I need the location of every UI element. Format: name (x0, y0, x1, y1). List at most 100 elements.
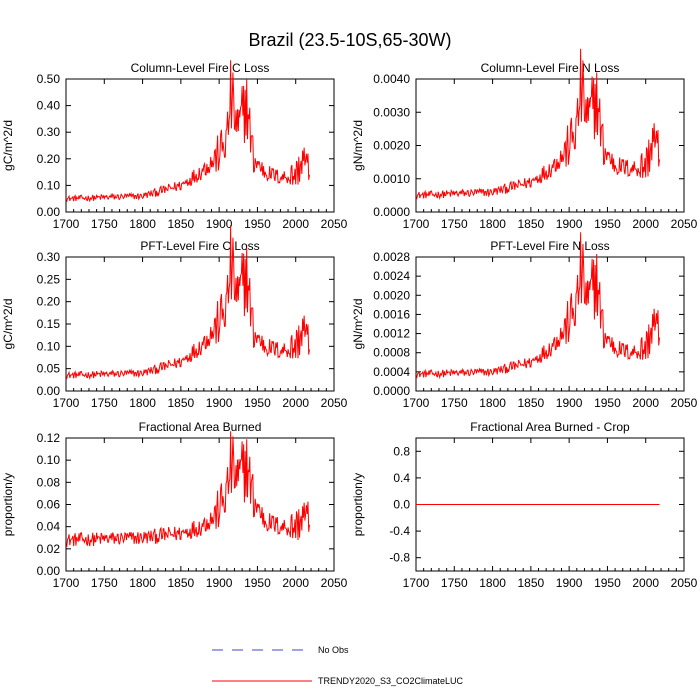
plot-frame (65, 437, 335, 572)
y-tick-label: 0.0024 (373, 269, 410, 283)
x-tick-label: 2050 (671, 576, 698, 590)
panel-title: Fractional Area Burned - Crop (470, 420, 630, 434)
y-tick-label: 0.12 (37, 431, 61, 445)
x-tick-label: 1800 (129, 576, 156, 590)
y-axis-label: proportion/y (1, 473, 15, 536)
x-tick-label: 1850 (518, 396, 545, 410)
x-tick-label: 1850 (168, 217, 195, 231)
panel-title: Fractional Area Burned (139, 420, 262, 434)
x-tick-label: 1900 (206, 576, 233, 590)
y-tick-label: 0.15 (37, 317, 61, 331)
y-tick-label: 0.20 (37, 295, 61, 309)
y-tick-label: -0.8 (389, 551, 410, 565)
x-tick-label: 2050 (671, 217, 698, 231)
series-line-trendy2020-s3-co2climateluc (66, 225, 310, 381)
series-line-trendy2020-s3-co2climateluc (66, 60, 310, 203)
y-axis-label: gC/m^2/d (1, 120, 15, 171)
x-tick-label: 2050 (321, 576, 348, 590)
panel-title: Column-Level Fire N Loss (481, 61, 620, 75)
figure-title: Brazil (23.5-10S,65-30W) (248, 30, 451, 50)
series-line-trendy2020-s3-co2climateluc (415, 48, 660, 201)
x-tick-label: 1950 (244, 217, 271, 231)
y-tick-label: 0.0010 (373, 172, 410, 186)
panel-title: PFT-Level Fire N Loss (490, 239, 609, 253)
x-tick-label: 2000 (282, 396, 309, 410)
x-tick-label: 1750 (91, 217, 118, 231)
x-tick-label: 1950 (244, 396, 271, 410)
series-line-trendy2020-s3-co2climateluc (65, 431, 310, 548)
y-tick-label: 0.0020 (373, 139, 410, 153)
y-axis-label: gN/m^2/d (351, 120, 365, 171)
x-tick-label: 2050 (671, 396, 698, 410)
y-axis-label: gC/m^2/d (1, 299, 15, 350)
x-tick-label: 1700 (53, 396, 80, 410)
y-tick-label: 0.25 (37, 272, 61, 286)
y-axis-label: proportion/y (351, 473, 365, 536)
y-tick-label: 0.20 (37, 152, 61, 166)
panel-pft-level-fire-c-loss: PFT-Level Fire C Loss gC/m^2/d 1700 1750 180… (1, 225, 348, 410)
y-tick-label: 0.0020 (373, 288, 410, 302)
series-line-trendy2020-s3-co2climateluc (415, 232, 660, 380)
panel-title: PFT-Level Fire C Loss (140, 239, 259, 253)
x-tick-label: 1950 (594, 396, 621, 410)
x-tick-label: 1700 (403, 396, 430, 410)
x-tick-label: 1800 (479, 217, 506, 231)
y-tick-label: 0.05 (37, 362, 61, 376)
y-tick-label: 0.00 (37, 384, 61, 398)
x-tick-label: 2050 (321, 217, 348, 231)
x-tick-label: 1750 (441, 396, 468, 410)
y-tick-label: 0.00 (37, 205, 61, 219)
y-tick-label: 0.40 (37, 99, 61, 113)
y-tick-label: 0.30 (37, 250, 61, 264)
x-tick-label: 1700 (53, 576, 80, 590)
x-tick-label: 1700 (403, 576, 430, 590)
x-tick-label: 1900 (556, 396, 583, 410)
y-tick-label: 0.0016 (373, 307, 410, 321)
y-tick-label: 0.30 (37, 125, 61, 139)
panel-fractional-area-burned: Fractional Area Burned proportion/y 1700 17… (1, 420, 348, 590)
y-tick-label: 0.4 (393, 471, 410, 485)
y-axis-label: gN/m^2/d (351, 299, 365, 350)
y-tick-label: 0.0000 (373, 384, 410, 398)
legend-label-model: TRENDY2020_S3_CO2ClimateLUC (318, 676, 464, 686)
x-tick-label: 1950 (244, 576, 271, 590)
x-tick-label: 1750 (91, 396, 118, 410)
x-tick-label: 1850 (168, 396, 195, 410)
x-tick-label: 1900 (556, 576, 583, 590)
y-tick-label: -0.4 (389, 524, 410, 538)
x-tick-label: 2000 (632, 576, 659, 590)
x-tick-label: 1800 (129, 217, 156, 231)
panel-pft-level-fire-n-loss: PFT-Level Fire N Loss gN/m^2/d 1700 1750 180… (351, 232, 698, 410)
x-tick-label: 1800 (129, 396, 156, 410)
legend: No Obs TRENDY2020_S3_CO2ClimateLUC (212, 645, 464, 686)
panels: Column-Level Fire C Loss gC/m^2/d 1700 1750… (1, 48, 698, 590)
x-tick-label: 1700 (53, 217, 80, 231)
x-tick-label: 1900 (206, 396, 233, 410)
plot-frame (65, 256, 335, 392)
x-tick-label: 1900 (206, 217, 233, 231)
x-tick-label: 1950 (594, 576, 621, 590)
x-tick-label: 1850 (168, 576, 195, 590)
panel-column-level-fire-c-loss: Column-Level Fire C Loss gC/m^2/d 1700 1750… (1, 60, 348, 231)
x-tick-label: 1750 (91, 576, 118, 590)
x-tick-label: 2000 (632, 396, 659, 410)
y-tick-label: 0.06 (37, 498, 61, 512)
x-tick-label: 2000 (282, 217, 309, 231)
plot-frame (65, 78, 335, 213)
y-tick-label: 0.0028 (373, 250, 410, 264)
panel-column-level-fire-n-loss: Column-Level Fire N Loss gN/m^2/d 1700 1750… (351, 48, 698, 231)
x-tick-label: 1900 (556, 217, 583, 231)
y-tick-label: 0.50 (37, 72, 61, 86)
y-tick-label: 0.10 (37, 339, 61, 353)
plot-frame (415, 256, 685, 392)
y-tick-label: 0.0004 (373, 365, 410, 379)
y-tick-label: 0.02 (37, 542, 61, 556)
y-tick-label: 0.10 (37, 453, 61, 467)
x-tick-label: 1850 (518, 576, 545, 590)
x-tick-label: 1950 (594, 217, 621, 231)
x-tick-label: 1850 (518, 217, 545, 231)
legend-label-no-obs: No Obs (318, 645, 349, 655)
y-tick-label: 0.00 (37, 564, 61, 578)
y-tick-label: 0.8 (393, 444, 410, 458)
